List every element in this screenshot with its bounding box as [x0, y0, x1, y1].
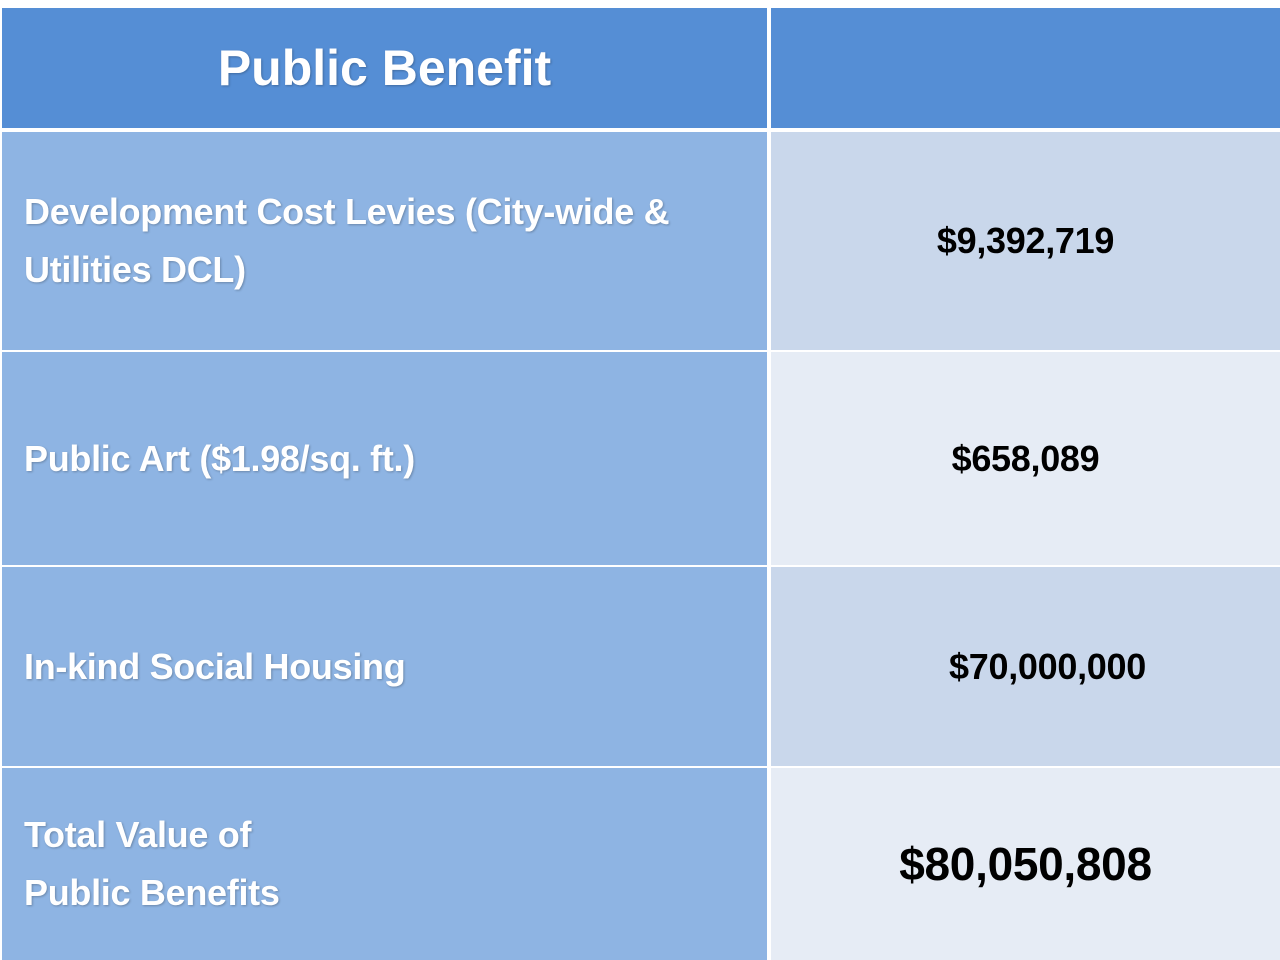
header-title: Public Benefit [2, 8, 767, 128]
row-label: Public Art ($1.98/sq. ft.) [2, 352, 767, 565]
row-label: Development Cost Levies (City-wide & Uti… [2, 132, 767, 350]
row-value: $9,392,719 [771, 132, 1280, 350]
row-label: In-kind Social Housing [2, 567, 767, 766]
row-value: $658,089 [771, 352, 1280, 565]
row-label: Total Value of Public Benefits [2, 768, 767, 960]
row-value: $70,000,000 [771, 567, 1280, 766]
row-value: $80,050,808 [771, 768, 1280, 960]
header-blank [771, 8, 1280, 128]
